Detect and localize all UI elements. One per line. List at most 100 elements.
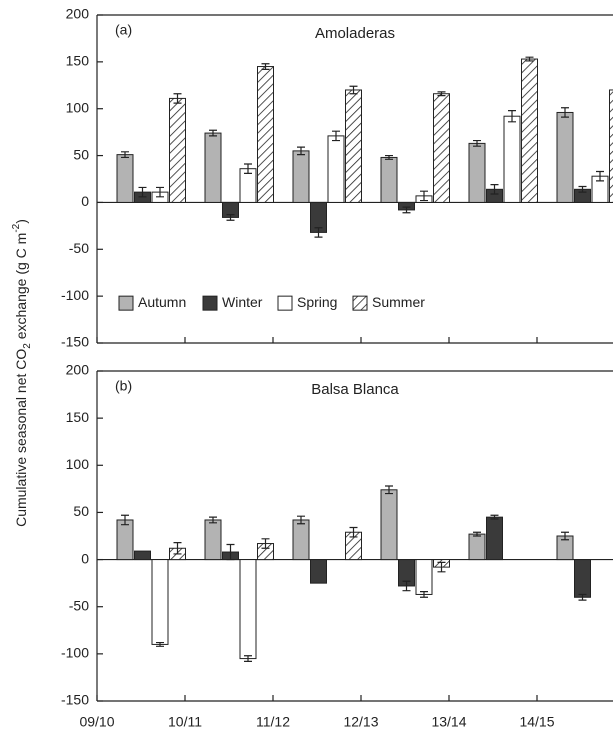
bar bbox=[134, 550, 151, 561]
error-bar bbox=[561, 107, 569, 118]
x-tick-label: 12/13 bbox=[343, 714, 378, 730]
bar bbox=[310, 559, 327, 584]
error-bar bbox=[402, 206, 411, 214]
error-bar bbox=[121, 514, 129, 526]
bar bbox=[239, 559, 257, 660]
error-bar bbox=[561, 531, 569, 541]
y-tick-label: 50 bbox=[73, 146, 89, 162]
x-tick-label: 14/15 bbox=[519, 714, 554, 730]
legend-swatch bbox=[202, 295, 218, 311]
error-bar bbox=[420, 591, 428, 598]
y-tick-label: -50 bbox=[69, 240, 89, 256]
bar bbox=[292, 519, 310, 561]
error-bar bbox=[402, 580, 411, 592]
error-bar bbox=[437, 561, 446, 573]
error-bar bbox=[437, 91, 446, 97]
y-label-part: Cumulative seasonal net CO bbox=[13, 349, 29, 527]
error-bar bbox=[385, 485, 393, 495]
bar bbox=[169, 97, 186, 203]
bar bbox=[380, 489, 398, 561]
bar bbox=[345, 89, 362, 203]
error-bar bbox=[244, 655, 252, 662]
bar bbox=[204, 132, 222, 203]
error-bar bbox=[297, 515, 305, 525]
panel-label: (a) bbox=[115, 22, 132, 38]
error-bar bbox=[261, 538, 270, 549]
y-tick-label: 200 bbox=[66, 362, 90, 378]
legend-label: Spring bbox=[297, 294, 337, 310]
error-bar bbox=[209, 129, 217, 137]
x-tick-label: 11/12 bbox=[256, 714, 290, 730]
error-bar bbox=[121, 151, 129, 159]
error-bar bbox=[508, 109, 516, 123]
error-bar bbox=[314, 227, 323, 238]
legend-label: Winter bbox=[222, 294, 263, 310]
y-tick-label: 0 bbox=[81, 193, 89, 209]
bar bbox=[521, 58, 538, 203]
error-bar bbox=[138, 186, 147, 198]
error-bar bbox=[490, 184, 499, 195]
error-bar bbox=[261, 63, 270, 70]
x-tick-label: 13/14 bbox=[431, 714, 466, 730]
error-bar bbox=[226, 543, 235, 561]
y-tick-label: 50 bbox=[73, 503, 89, 519]
panel-label: (b) bbox=[115, 378, 132, 394]
y-label-part: ) bbox=[13, 219, 29, 224]
panel-title: Balsa Blanca bbox=[311, 381, 399, 398]
y-tick-label: 100 bbox=[66, 456, 90, 472]
y-tick-label: 150 bbox=[66, 409, 90, 425]
error-bar bbox=[156, 641, 164, 647]
y-label-sub: 2 bbox=[22, 343, 33, 349]
y-tick-label: -100 bbox=[61, 645, 89, 661]
bar bbox=[116, 519, 134, 561]
error-bar bbox=[332, 130, 340, 142]
y-axis-label: Cumulative seasonal net CO2 exchange (g … bbox=[11, 219, 33, 527]
y-tick-label: -50 bbox=[69, 597, 89, 613]
error-bar bbox=[349, 526, 358, 538]
bar bbox=[468, 142, 486, 203]
error-bar bbox=[173, 542, 182, 555]
y-label-sup: -2 bbox=[11, 223, 22, 232]
bar bbox=[380, 156, 398, 203]
error-bar bbox=[349, 85, 358, 95]
panel-title: Amoladeras bbox=[315, 25, 395, 42]
error-bar bbox=[490, 514, 499, 520]
error-bar bbox=[209, 516, 217, 524]
y-tick-label: -150 bbox=[61, 334, 89, 350]
bar bbox=[433, 93, 450, 203]
bar bbox=[204, 519, 222, 561]
bar bbox=[151, 559, 169, 645]
y-tick-label: 200 bbox=[66, 6, 90, 22]
error-bar bbox=[578, 593, 587, 601]
bar bbox=[327, 135, 345, 203]
legend-swatch bbox=[352, 295, 368, 311]
legend-label: Autumn bbox=[138, 294, 186, 310]
bar bbox=[292, 150, 310, 203]
y-tick-label: -150 bbox=[61, 692, 89, 708]
error-bar bbox=[473, 139, 481, 147]
y-tick-label: 100 bbox=[66, 99, 90, 115]
y-tick-label: 150 bbox=[66, 53, 90, 69]
error-bar bbox=[473, 531, 481, 537]
error-bar bbox=[297, 146, 305, 156]
bar bbox=[556, 111, 574, 203]
error-bar bbox=[525, 56, 534, 62]
error-bar bbox=[244, 163, 252, 174]
bar bbox=[116, 154, 134, 203]
legend-swatch bbox=[277, 295, 293, 311]
bar bbox=[257, 66, 274, 203]
error-bar bbox=[156, 186, 164, 198]
error-bar bbox=[596, 170, 604, 182]
x-tick-label: 09/10 bbox=[79, 714, 114, 730]
bar bbox=[468, 533, 486, 561]
error-bar bbox=[226, 214, 235, 221]
error-bar bbox=[173, 93, 182, 104]
y-tick-label: -100 bbox=[61, 287, 89, 303]
error-bar bbox=[578, 185, 587, 193]
bar bbox=[609, 89, 613, 203]
bar bbox=[486, 516, 503, 561]
legend-label: Summer bbox=[372, 294, 425, 310]
x-tick-label: 10/11 bbox=[168, 714, 202, 730]
error-bar bbox=[420, 190, 428, 202]
y-label-part: exchange (g C m bbox=[13, 233, 29, 344]
